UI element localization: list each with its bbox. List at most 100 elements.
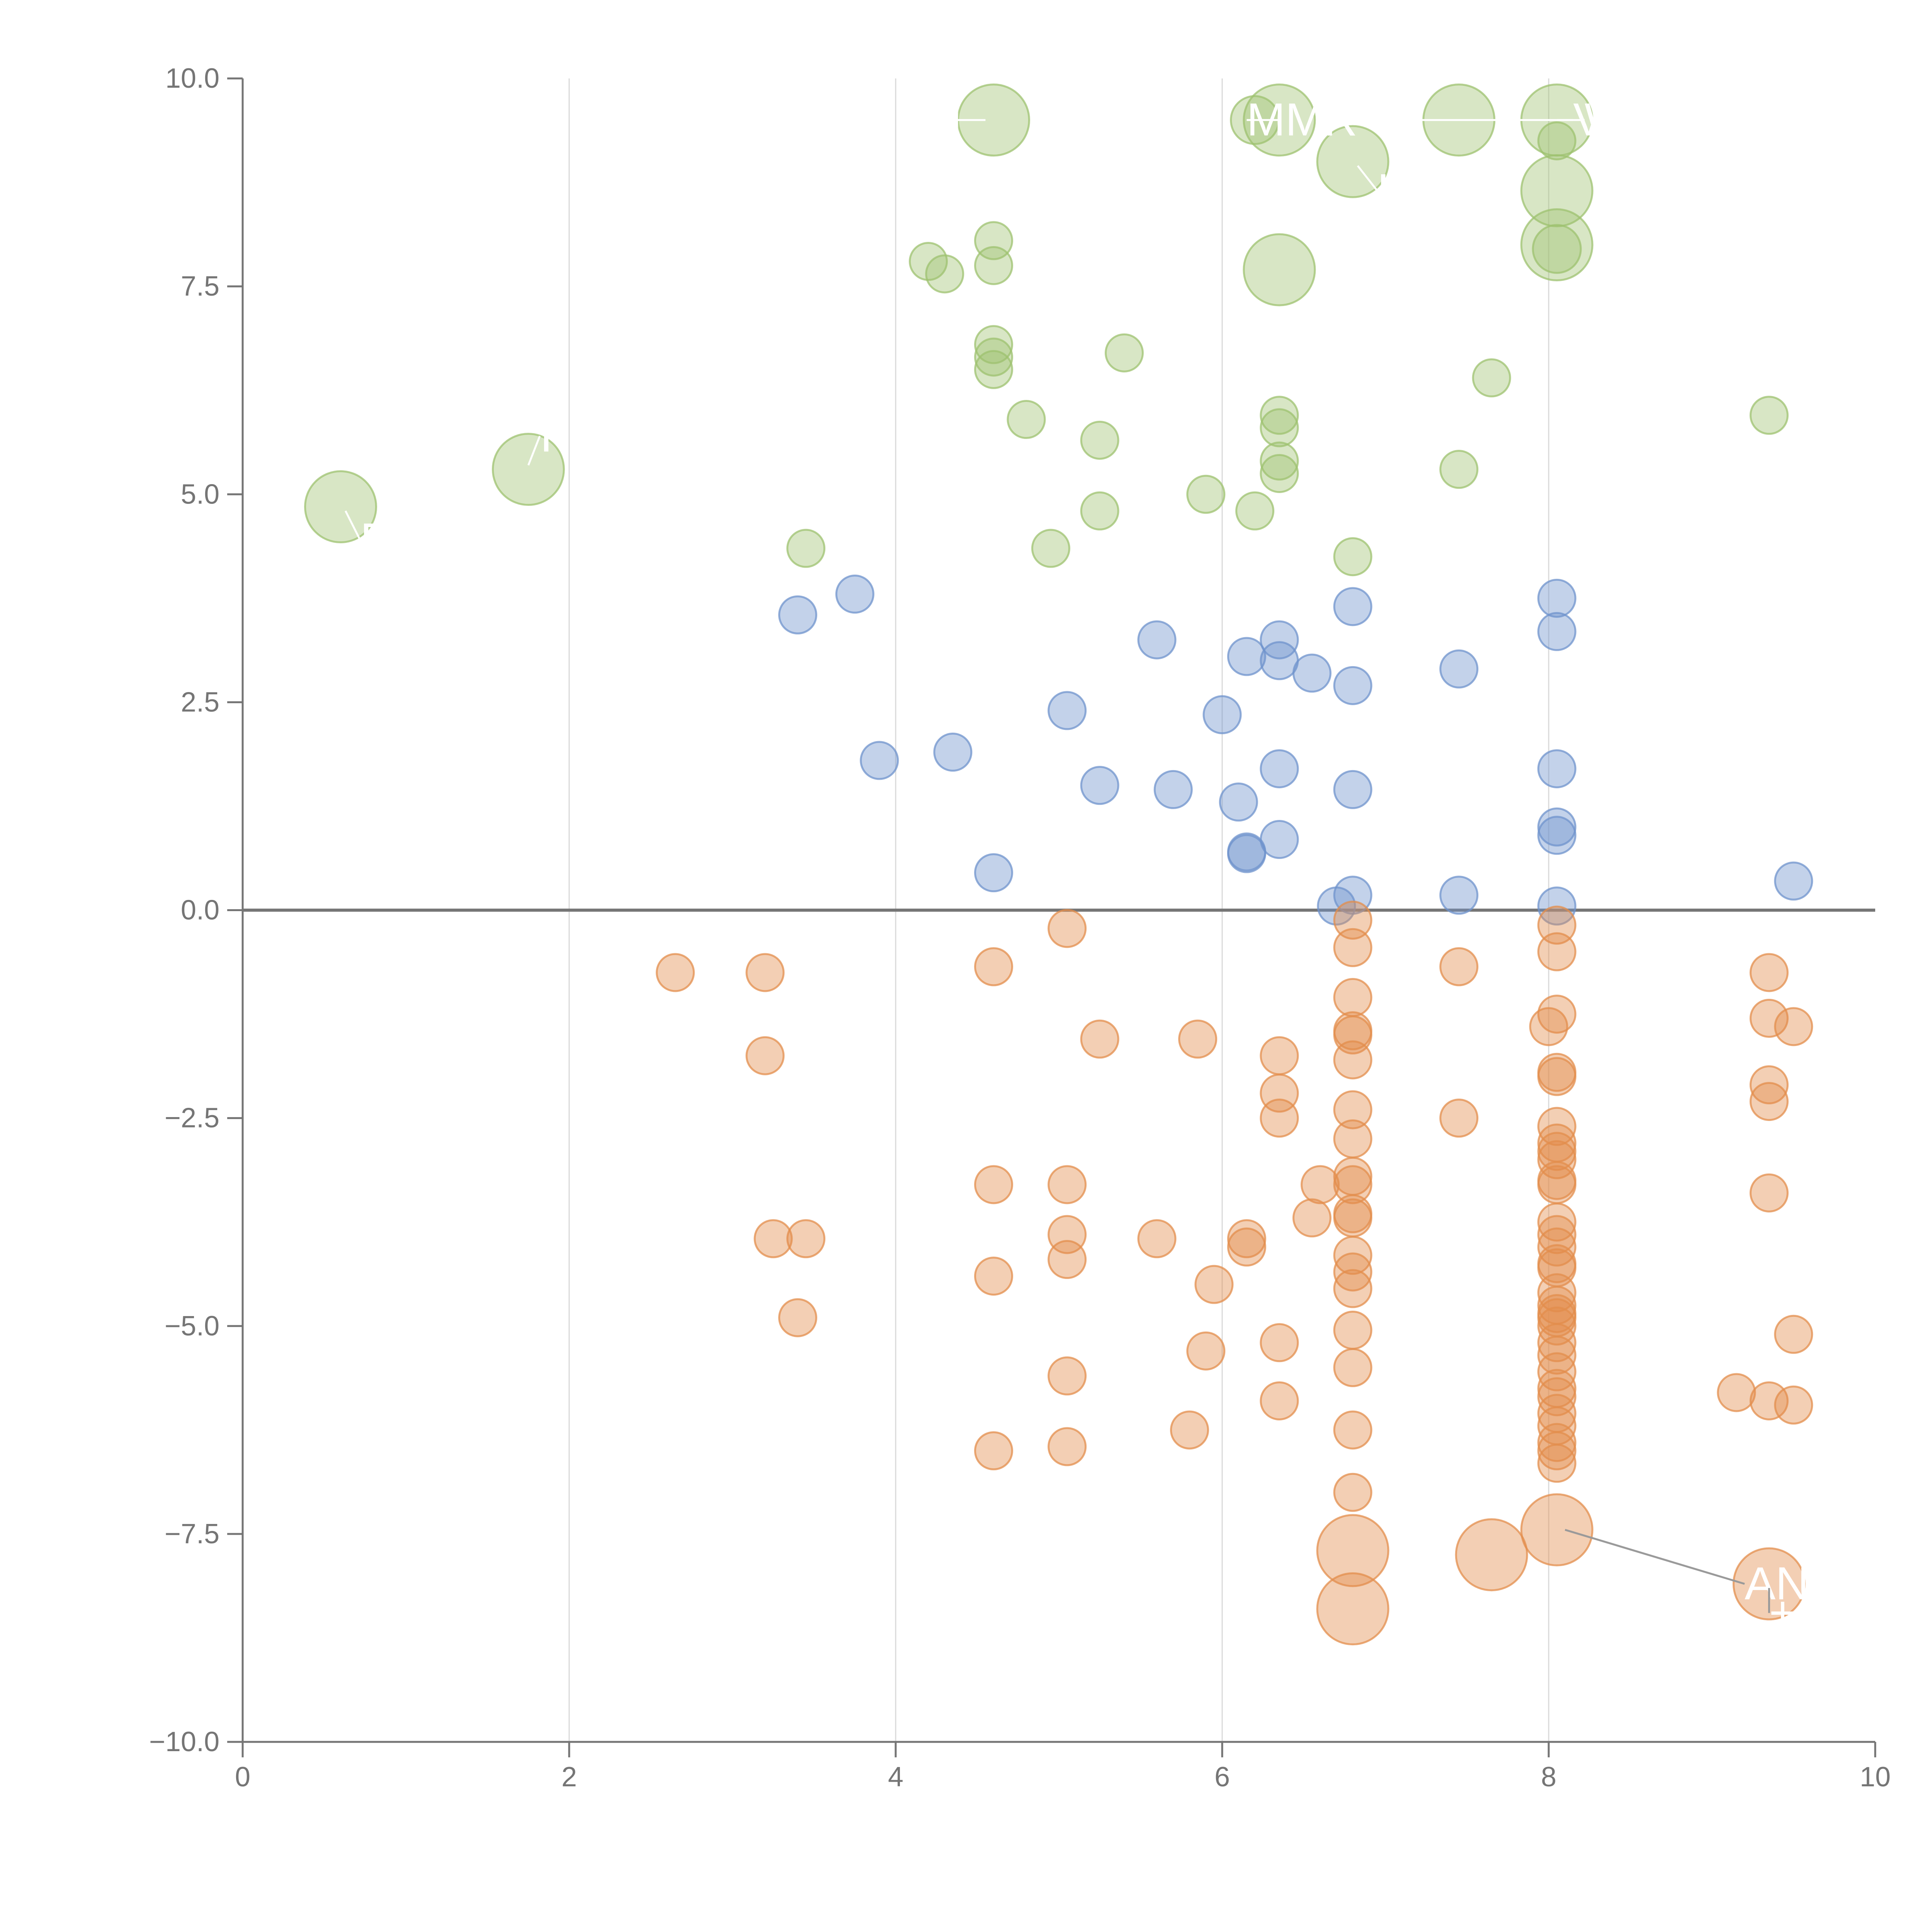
bubble-down xyxy=(1194,1265,1234,1304)
bubble-mid xyxy=(1537,612,1577,651)
bubble-down xyxy=(1749,953,1789,992)
bubble-mid xyxy=(1080,766,1119,805)
bubble-down xyxy=(1333,1165,1372,1204)
bubble-mid xyxy=(1227,637,1266,676)
bubble-up xyxy=(1260,441,1299,481)
bubble-down xyxy=(1537,905,1577,945)
bubble-down xyxy=(1749,998,1789,1038)
bubble-mid xyxy=(1260,620,1299,660)
bubble-down xyxy=(1292,1198,1332,1238)
bubble-mid xyxy=(1537,749,1577,789)
bubble-down xyxy=(745,1036,785,1075)
bubble-mid xyxy=(974,853,1013,893)
annotation-label: MMR xyxy=(1247,94,1357,146)
y-tick-label: 0.0 xyxy=(181,895,219,926)
bubble-mid xyxy=(778,595,817,634)
bubble-down xyxy=(1260,1099,1299,1138)
annotation-label: P xyxy=(360,514,391,566)
bubble-down xyxy=(1333,978,1372,1017)
bubble-down xyxy=(753,1219,793,1259)
bubble-down xyxy=(1537,1132,1577,1171)
bubble-down xyxy=(1170,1410,1209,1450)
y-tick-label: 2.5 xyxy=(181,687,219,718)
bubble-down xyxy=(1537,1335,1577,1375)
bubble-down xyxy=(1333,1348,1372,1387)
bubble-down xyxy=(1260,1036,1299,1075)
y-tick-label: 5.0 xyxy=(181,479,219,510)
bubble-down xyxy=(1260,1323,1299,1362)
annotation-label: I xyxy=(540,410,553,462)
bubble-mid xyxy=(1333,666,1372,705)
bubble-mid xyxy=(1219,782,1258,822)
bubble-mid xyxy=(1439,876,1479,915)
bubble-down xyxy=(1333,1410,1372,1450)
bubble-mid xyxy=(1048,691,1087,730)
x-tick-label: 0 xyxy=(235,1762,250,1793)
bubble-down xyxy=(974,1431,1013,1471)
bubble-down xyxy=(1749,1173,1789,1213)
bubble-mid xyxy=(1774,861,1813,901)
bubble-mid xyxy=(1292,653,1332,693)
bubble-down xyxy=(1333,1040,1372,1080)
annotation-leader-line xyxy=(527,435,541,466)
bubble-mid xyxy=(1260,641,1299,680)
bubble-up xyxy=(974,337,1013,377)
bubble-down xyxy=(1537,1215,1577,1254)
bubble-down xyxy=(1333,1252,1372,1292)
bubble-down xyxy=(1048,1165,1087,1204)
bubble-down xyxy=(786,1219,826,1259)
bubble-up xyxy=(974,350,1013,389)
bubble-up xyxy=(1080,491,1119,531)
annotation-label: H xyxy=(929,94,962,146)
bubble-down xyxy=(1439,947,1479,986)
bubble-up xyxy=(1520,154,1594,228)
y-tick-label: 10.0 xyxy=(165,63,219,94)
bubble-mid xyxy=(933,733,973,772)
bubble-mid xyxy=(1439,649,1479,689)
bubble-down xyxy=(1774,1007,1813,1046)
bubble-mid xyxy=(835,575,874,614)
bubble-up xyxy=(909,242,948,281)
bubble-mid xyxy=(1137,620,1177,660)
bubble-down xyxy=(1520,1493,1594,1566)
bubble-mid xyxy=(1317,886,1356,926)
x-tick-label: 6 xyxy=(1214,1762,1230,1793)
bubble-up xyxy=(1333,537,1372,577)
bubble-mid xyxy=(1333,770,1372,809)
bubble-down xyxy=(1333,1236,1372,1275)
bubble-down xyxy=(1537,932,1577,971)
bubble-down xyxy=(1178,1019,1218,1059)
bubble-up xyxy=(1105,333,1144,372)
bubble-up xyxy=(1243,233,1316,306)
bubble-up xyxy=(1186,474,1226,514)
annotation-label: + xyxy=(1769,1587,1796,1638)
bubble-up xyxy=(1316,125,1389,198)
bubble-down xyxy=(1537,1377,1577,1417)
bubble-down xyxy=(974,1165,1013,1204)
bubble-up xyxy=(1260,408,1299,447)
bubble-down xyxy=(1048,1240,1087,1279)
bubble-mid xyxy=(1537,816,1577,855)
annotation-label: W xyxy=(1585,94,1628,146)
bubble-down xyxy=(1537,1165,1577,1204)
bubble-mid xyxy=(1537,807,1577,847)
bubble-mid xyxy=(1260,820,1299,859)
bubble-down xyxy=(1529,1007,1568,1046)
bubble-down xyxy=(1137,1219,1177,1259)
bubble-down xyxy=(974,947,1013,986)
bubble-down xyxy=(1227,1227,1266,1267)
axis-layer: 10.0 7.5 5.0 2.5 0.0 −2.5 −5.0 −7.5 −10.0 0 2 4 6 8 10 xyxy=(149,63,1891,1793)
bubble-down xyxy=(1048,1356,1087,1396)
bubble-mid xyxy=(1153,770,1193,809)
bubble-up xyxy=(1537,121,1577,160)
x-tick-label: 10 xyxy=(1860,1762,1891,1793)
bubble-down xyxy=(1333,928,1372,967)
bubble-mid xyxy=(1227,834,1266,873)
bubble-up xyxy=(1439,450,1479,489)
bubble-down xyxy=(1333,1311,1372,1350)
bubble-down xyxy=(778,1298,817,1337)
bubble-down xyxy=(1537,1323,1577,1362)
y-tick-label: −7.5 xyxy=(165,1519,219,1549)
